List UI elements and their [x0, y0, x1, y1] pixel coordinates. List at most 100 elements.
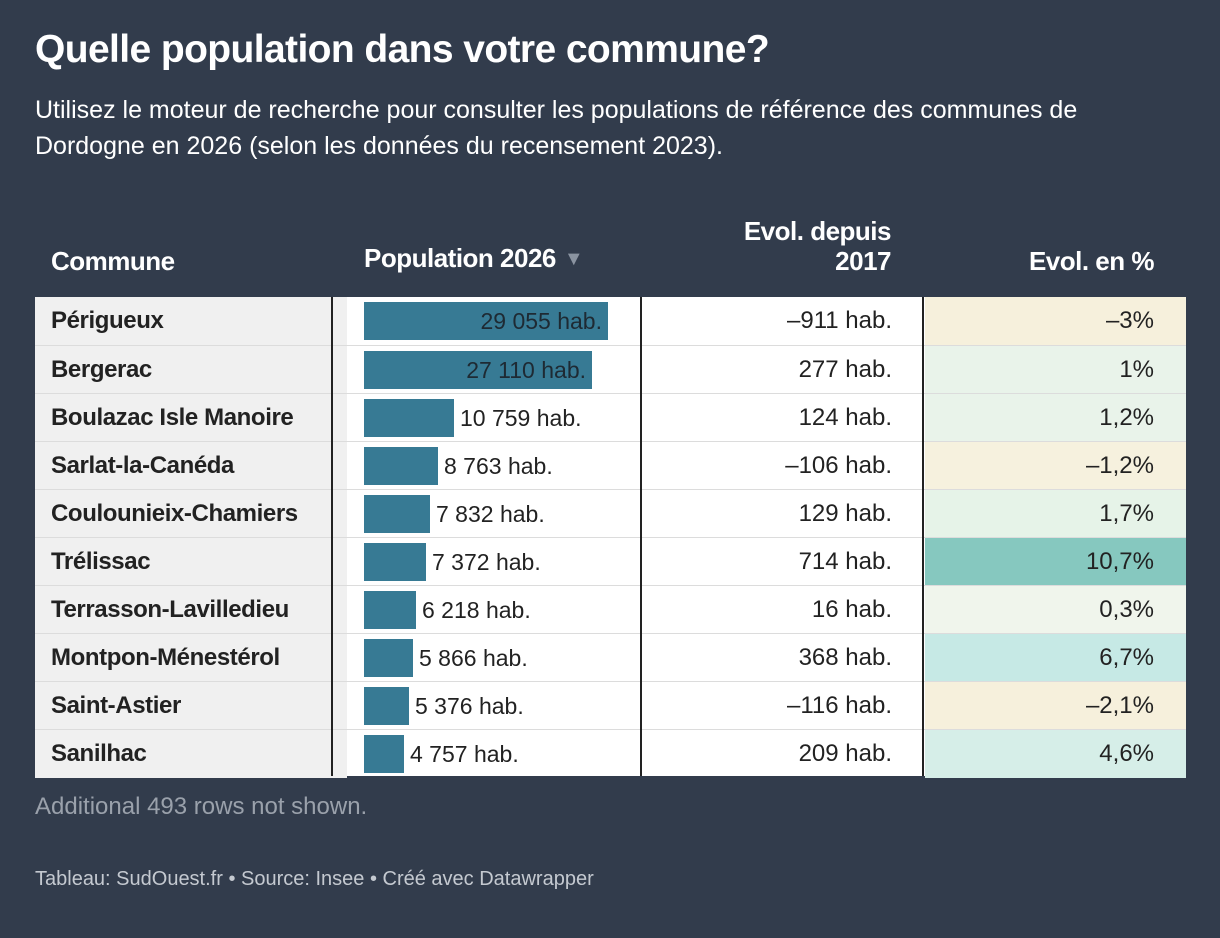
pct-cell: 1%	[925, 346, 1186, 394]
commune-name: Sanilhac	[35, 730, 347, 778]
evol-cell: 368 hab.	[642, 634, 924, 682]
evol-value: 124 hab.	[798, 404, 892, 431]
population-bar	[364, 591, 416, 629]
column-header-evol[interactable]: Evol. depuis 2017	[743, 216, 892, 276]
pct-value: 1,7%	[1099, 500, 1154, 527]
table-row[interactable]: Coulounieix-Chamiers 7 832 hab. 129 hab. 1,…	[35, 489, 1186, 538]
column-header-population[interactable]: Population 2026 ▼	[364, 243, 584, 276]
pct-value: 1,2%	[1099, 404, 1154, 431]
population-bar	[364, 735, 404, 773]
population-bar	[364, 639, 413, 677]
more-rows-note: Additional 493 rows not shown.	[35, 793, 368, 820]
evol-cell: 714 hab.	[642, 538, 924, 586]
column-header-pct[interactable]: Evol. en %	[1028, 246, 1155, 276]
population-bar	[364, 495, 430, 533]
table-row[interactable]: Trélissac 7 372 hab. 714 hab. 10,7%	[35, 537, 1186, 586]
table-row[interactable]: Bergerac 27 110 hab. 277 hab. 1%	[35, 345, 1186, 394]
evol-cell: 129 hab.	[642, 490, 924, 538]
population-cell: 10 759 hab.	[332, 394, 640, 442]
population-bar	[364, 302, 608, 340]
population-cell: 4 757 hab.	[332, 730, 640, 778]
column-divider	[640, 297, 642, 776]
population-cell: 6 218 hab.	[332, 586, 640, 634]
commune-name: Boulazac Isle Manoire	[35, 394, 347, 442]
table-row[interactable]: Sanilhac 4 757 hab. 209 hab. 4,6%	[35, 729, 1186, 778]
footer-credits: Tableau: SudOuest.fr • Source: Insee • C…	[35, 868, 594, 890]
population-label: 5 866 hab.	[419, 645, 528, 671]
pct-cell: 1,7%	[925, 490, 1186, 538]
chart-title: Quelle population dans votre commune?	[35, 28, 770, 71]
population-cell: 8 763 hab.	[332, 442, 640, 490]
evol-value: 209 hab.	[798, 740, 892, 767]
pct-cell: 4,6%	[925, 730, 1186, 778]
commune-name: Bergerac	[35, 346, 347, 394]
population-label: 5 376 hab.	[415, 693, 524, 719]
population-bar	[364, 543, 426, 581]
evol-value: 277 hab.	[798, 356, 892, 383]
population-label: 8 763 hab.	[444, 453, 553, 479]
table-row[interactable]: Terrasson-Lavilledieu 6 218 hab. 16 hab. 0,…	[35, 585, 1186, 634]
pct-value: –3%	[1105, 307, 1154, 334]
evol-value: 714 hab.	[798, 548, 892, 575]
population-label: 4 757 hab.	[410, 741, 519, 767]
population-bar	[364, 687, 409, 725]
population-label: 10 759 hab.	[460, 405, 582, 431]
population-label: 6 218 hab.	[422, 597, 531, 623]
evol-value: –106 hab.	[785, 452, 892, 479]
population-bar	[364, 351, 592, 389]
evol-value: –911 hab.	[787, 307, 892, 334]
sort-descending-icon: ▼	[563, 248, 584, 270]
population-cell: 5 866 hab.	[332, 634, 640, 682]
population-label: 7 832 hab.	[436, 501, 545, 527]
population-cell: 5 376 hab.	[332, 682, 640, 730]
table-row[interactable]: Sarlat-la-Canéda 8 763 hab. –106 hab. –1,2%	[35, 441, 1186, 490]
evol-value: 16 hab.	[811, 596, 892, 623]
pct-value: –2,1%	[1085, 692, 1154, 719]
pct-cell: 10,7%	[925, 538, 1186, 586]
pct-value: 1%	[1119, 356, 1154, 383]
commune-name: Trélissac	[35, 538, 347, 586]
population-cell: 7 832 hab.	[332, 490, 640, 538]
commune-name: Sarlat-la-Canéda	[35, 442, 347, 490]
table-row[interactable]: Boulazac Isle Manoire 10 759 hab. 124 hab.…	[35, 393, 1186, 442]
pct-cell: 6,7%	[925, 634, 1186, 682]
commune-name: Terrasson-Lavilledieu	[35, 586, 347, 634]
population-label: 7 372 hab.	[432, 549, 541, 575]
evol-value: 129 hab.	[798, 500, 892, 527]
commune-name: Périgueux	[35, 297, 347, 345]
population-cell: 29 055 hab.	[332, 297, 640, 345]
evol-cell: –911 hab.	[642, 297, 924, 345]
evol-cell: –116 hab.	[642, 682, 924, 730]
population-cell: 7 372 hab.	[332, 538, 640, 586]
commune-name: Montpon-Ménestérol	[35, 634, 347, 682]
table-row[interactable]: Saint-Astier 5 376 hab. –116 hab. –2,1%	[35, 681, 1186, 730]
pct-value: –1,2%	[1085, 452, 1154, 479]
evol-value: –116 hab.	[787, 692, 892, 719]
population-cell: 27 110 hab.	[332, 346, 640, 394]
evol-value: 368 hab.	[798, 644, 892, 671]
pct-value: 0,3%	[1099, 596, 1154, 623]
population-bar	[364, 399, 454, 437]
population-bar	[364, 447, 438, 485]
pct-cell: –3%	[925, 297, 1186, 345]
table-row[interactable]: Montpon-Ménestérol 5 866 hab. 368 hab. 6,7%	[35, 633, 1186, 682]
evol-cell: 124 hab.	[642, 394, 924, 442]
table-row[interactable]: Périgueux 29 055 hab. –911 hab. –3%	[35, 297, 1186, 345]
pct-cell: –2,1%	[925, 682, 1186, 730]
chart-description: Utilisez le moteur de recherche pour con…	[35, 96, 1078, 160]
table-header: Commune Population 2026 ▼ Evol. depuis 20…	[35, 210, 1186, 296]
column-header-commune[interactable]: Commune	[51, 246, 175, 276]
column-divider	[922, 297, 924, 776]
table-body: Périgueux 29 055 hab. –911 hab. –3% Bergerac…	[35, 297, 1186, 778]
commune-name: Saint-Astier	[35, 682, 347, 730]
pct-cell: 0,3%	[925, 586, 1186, 634]
evol-cell: 16 hab.	[642, 586, 924, 634]
evol-cell: 209 hab.	[642, 730, 924, 778]
pct-cell: –1,2%	[925, 442, 1186, 490]
pct-cell: 1,2%	[925, 394, 1186, 442]
evol-cell: –106 hab.	[642, 442, 924, 490]
column-header-population-label: Population 2026	[364, 243, 556, 273]
pct-value: 4,6%	[1099, 740, 1154, 767]
column-divider	[331, 297, 333, 776]
pct-value: 6,7%	[1099, 644, 1154, 671]
